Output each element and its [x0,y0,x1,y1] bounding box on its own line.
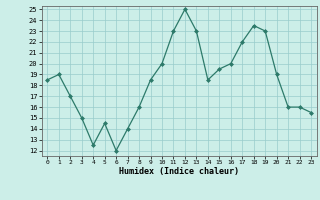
X-axis label: Humidex (Indice chaleur): Humidex (Indice chaleur) [119,167,239,176]
